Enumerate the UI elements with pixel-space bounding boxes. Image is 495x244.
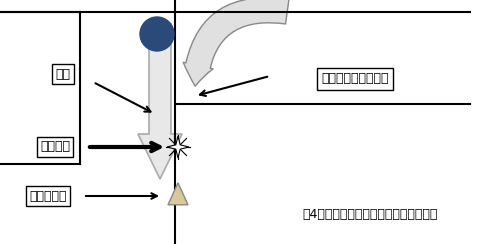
FancyArrowPatch shape xyxy=(183,0,289,86)
Polygon shape xyxy=(168,183,188,205)
Text: 携帯電話機: 携帯電話機 xyxy=(29,190,67,203)
Text: 図4　イ号システムの概要を示す説明図: 図4 イ号システムの概要を示す説明図 xyxy=(302,207,438,221)
Polygon shape xyxy=(138,24,182,179)
Text: 距離: 距離 xyxy=(55,68,70,81)
Polygon shape xyxy=(167,136,189,158)
Text: 方向転換位置の座標: 方向転換位置の座標 xyxy=(321,72,389,85)
Text: 通知位置: 通知位置 xyxy=(40,141,70,153)
Circle shape xyxy=(140,17,174,51)
